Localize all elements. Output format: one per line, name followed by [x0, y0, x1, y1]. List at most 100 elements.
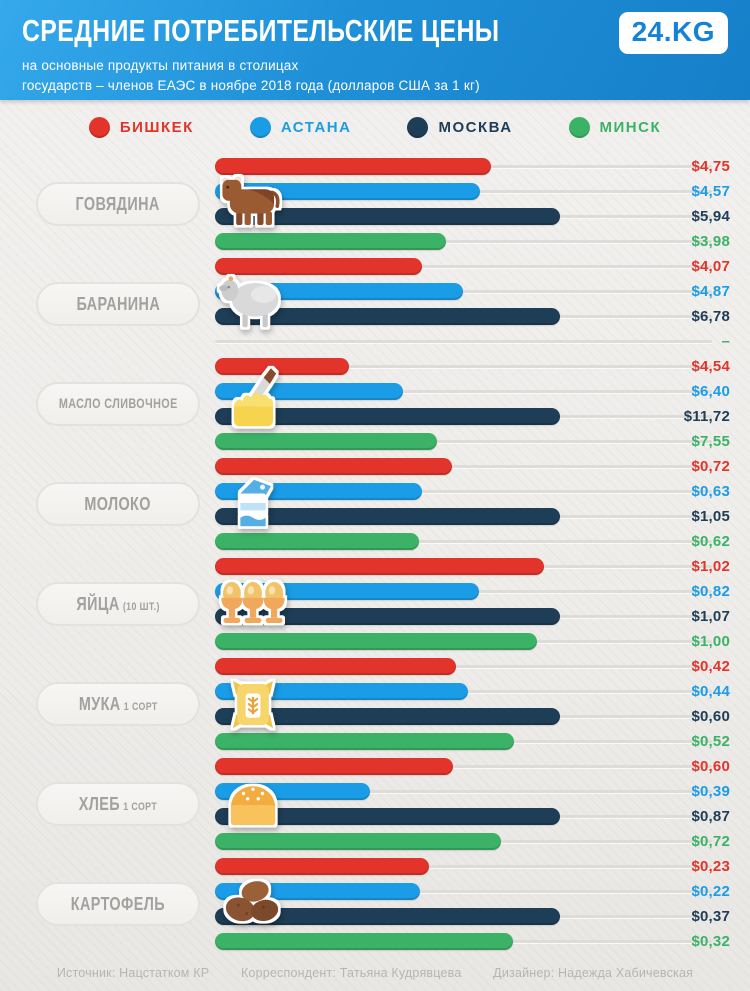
sheep-icon: [215, 265, 291, 341]
price-label-minsk: $1,00: [691, 633, 730, 650]
product-label: МОЛОКО: [84, 493, 152, 514]
bar-moscow: [215, 708, 560, 725]
price-label-astana: $4,87: [691, 283, 730, 300]
price-label-astana: $0,82: [691, 583, 730, 600]
product-label: ЯЙЦА: [76, 593, 120, 614]
bar-bishkek: [215, 658, 456, 675]
bar-lane-minsk: $1,00: [215, 633, 730, 650]
cow-icon: [215, 165, 291, 241]
price-label-astana: $0,39: [691, 783, 730, 800]
bar-track: [215, 790, 712, 793]
bar-track: [215, 290, 712, 293]
product-label-pill: МОЛОКО: [36, 482, 200, 526]
bar-minsk: [215, 933, 513, 950]
price-label-bishkek: $0,72: [691, 458, 730, 475]
legend-label-minsk: МИНСК: [599, 118, 662, 136]
legend-label-astana: АСТАНА: [280, 118, 352, 136]
product-label: МУКА: [78, 693, 121, 714]
legend-dot-minsk: [568, 116, 590, 138]
price-label-bishkek: $1,02: [691, 558, 730, 575]
product-label-pill: МАСЛО СЛИВОЧНОЕ: [36, 382, 200, 426]
bar-bishkek: [215, 358, 349, 375]
bar-track: [215, 540, 712, 543]
price-label-moscow: $0,60: [691, 708, 730, 725]
bar-lane-astana: $4,87: [215, 283, 730, 300]
price-label-moscow: $1,05: [691, 508, 730, 525]
bar-track: [215, 365, 712, 368]
product-label: ГОВЯДИНА: [75, 193, 161, 214]
bar-lane-astana: $6,40: [215, 383, 730, 400]
product-row: МОЛОКО $0,72 $0,63 $1,05 $0,62: [0, 454, 750, 554]
bar-lane-moscow: $5,94: [215, 208, 730, 225]
product-sublabel: 1 СОРТ: [123, 700, 158, 713]
product-sublabel: 1 СОРТ: [123, 800, 158, 813]
product-row: ЯЙЦА (10 ШТ.) $1,02 $0,82 $1,07 $1,00: [0, 554, 750, 654]
product-row: ХЛЕБ 1 СОРТ $0,60 $0,39 $0,87 $0,72: [0, 754, 750, 854]
bar-track: [215, 865, 712, 868]
product-label: БАРАНИНА: [76, 293, 160, 314]
bar-lane-bishkek: $4,07: [215, 258, 730, 275]
page-subtitle: на основные продукты питания в столицах …: [22, 56, 728, 95]
legend-item-bishkek: БИШКЕК: [88, 116, 194, 138]
bar-lane-minsk: –: [215, 333, 730, 350]
bread-icon: [215, 765, 291, 841]
legend-item-astana: АСТАНА: [249, 116, 352, 138]
price-label-moscow: $6,78: [691, 308, 730, 325]
price-label-minsk: $0,32: [691, 933, 730, 950]
eggs-icon: [215, 565, 291, 641]
bar-lane-moscow: $1,05: [215, 508, 730, 525]
price-label-bishkek: $4,75: [691, 158, 730, 175]
product-label-pill: ЯЙЦА (10 ШТ.): [36, 582, 200, 626]
footer: Источник: Нацстатком КР Корреспондент: Т…: [0, 966, 750, 980]
footer-source: Источник: Нацстатком КР: [56, 966, 210, 980]
bar-track: [215, 665, 712, 668]
product-sublabel: (10 ШТ.): [122, 600, 160, 613]
page-title: СРЕДНИЕ ПОТРЕБИТЕЛЬСКИЕ ЦЕНЫ: [22, 13, 500, 48]
price-label-astana: $6,40: [691, 383, 730, 400]
bar-bishkek: [215, 758, 453, 775]
bar-moscow: [215, 308, 560, 325]
bar-minsk: [215, 833, 501, 850]
brand-logo: 24.KG: [618, 12, 728, 54]
price-label-minsk: –: [721, 333, 730, 350]
bar-bishkek: [215, 258, 422, 275]
bar-bishkek: [215, 458, 452, 475]
price-label-astana: $0,22: [691, 883, 730, 900]
bar-lane-astana: $4,57: [215, 183, 730, 200]
bar-lane-astana: $0,44: [215, 683, 730, 700]
product-label-pill: ХЛЕБ 1 СОРТ: [36, 782, 200, 826]
bar-lane-bishkek: $4,75: [215, 158, 730, 175]
legend-label-bishkek: БИШКЕК: [119, 118, 194, 136]
price-label-moscow: $5,94: [691, 208, 730, 225]
price-label-moscow: $11,72: [683, 408, 730, 425]
bar-lane-bishkek: $0,60: [215, 758, 730, 775]
price-label-moscow: $1,07: [691, 608, 730, 625]
price-label-minsk: $0,62: [691, 533, 730, 550]
product-label: КАРТОФЕЛЬ: [70, 893, 166, 914]
bar-track: [215, 765, 712, 768]
bar-lane-minsk: $7,55: [215, 433, 730, 450]
footer-designer: Дизайнер: Надежда Хабичевская: [493, 966, 694, 980]
price-label-moscow: $0,37: [691, 908, 730, 925]
product-label-pill: ГОВЯДИНА: [36, 182, 200, 226]
bar-lane-astana: $0,63: [215, 483, 730, 500]
bar-lane-moscow: $0,37: [215, 908, 730, 925]
product-label-pill: КАРТОФЕЛЬ: [36, 882, 200, 926]
bar-lane-bishkek: $1,02: [215, 558, 730, 575]
bar-track: [215, 390, 712, 393]
bar-lane-moscow: $1,07: [215, 608, 730, 625]
bar-lane-minsk: $0,32: [215, 933, 730, 950]
brand-logo-text: 24.KG: [631, 16, 715, 47]
bar-lane-moscow: $0,60: [215, 708, 730, 725]
bar-track: [215, 490, 712, 493]
bar-lane-moscow: $6,78: [215, 308, 730, 325]
bar-track: [215, 465, 712, 468]
legend-dot-moscow: [407, 116, 429, 138]
bar-bishkek: [215, 558, 544, 575]
bar-minsk: [215, 533, 419, 550]
price-label-minsk: $7,55: [691, 433, 730, 450]
butter-icon: [215, 365, 291, 441]
price-label-bishkek: $0,23: [691, 858, 730, 875]
price-label-minsk: $0,72: [691, 833, 730, 850]
bar-lane-astana: $0,22: [215, 883, 730, 900]
